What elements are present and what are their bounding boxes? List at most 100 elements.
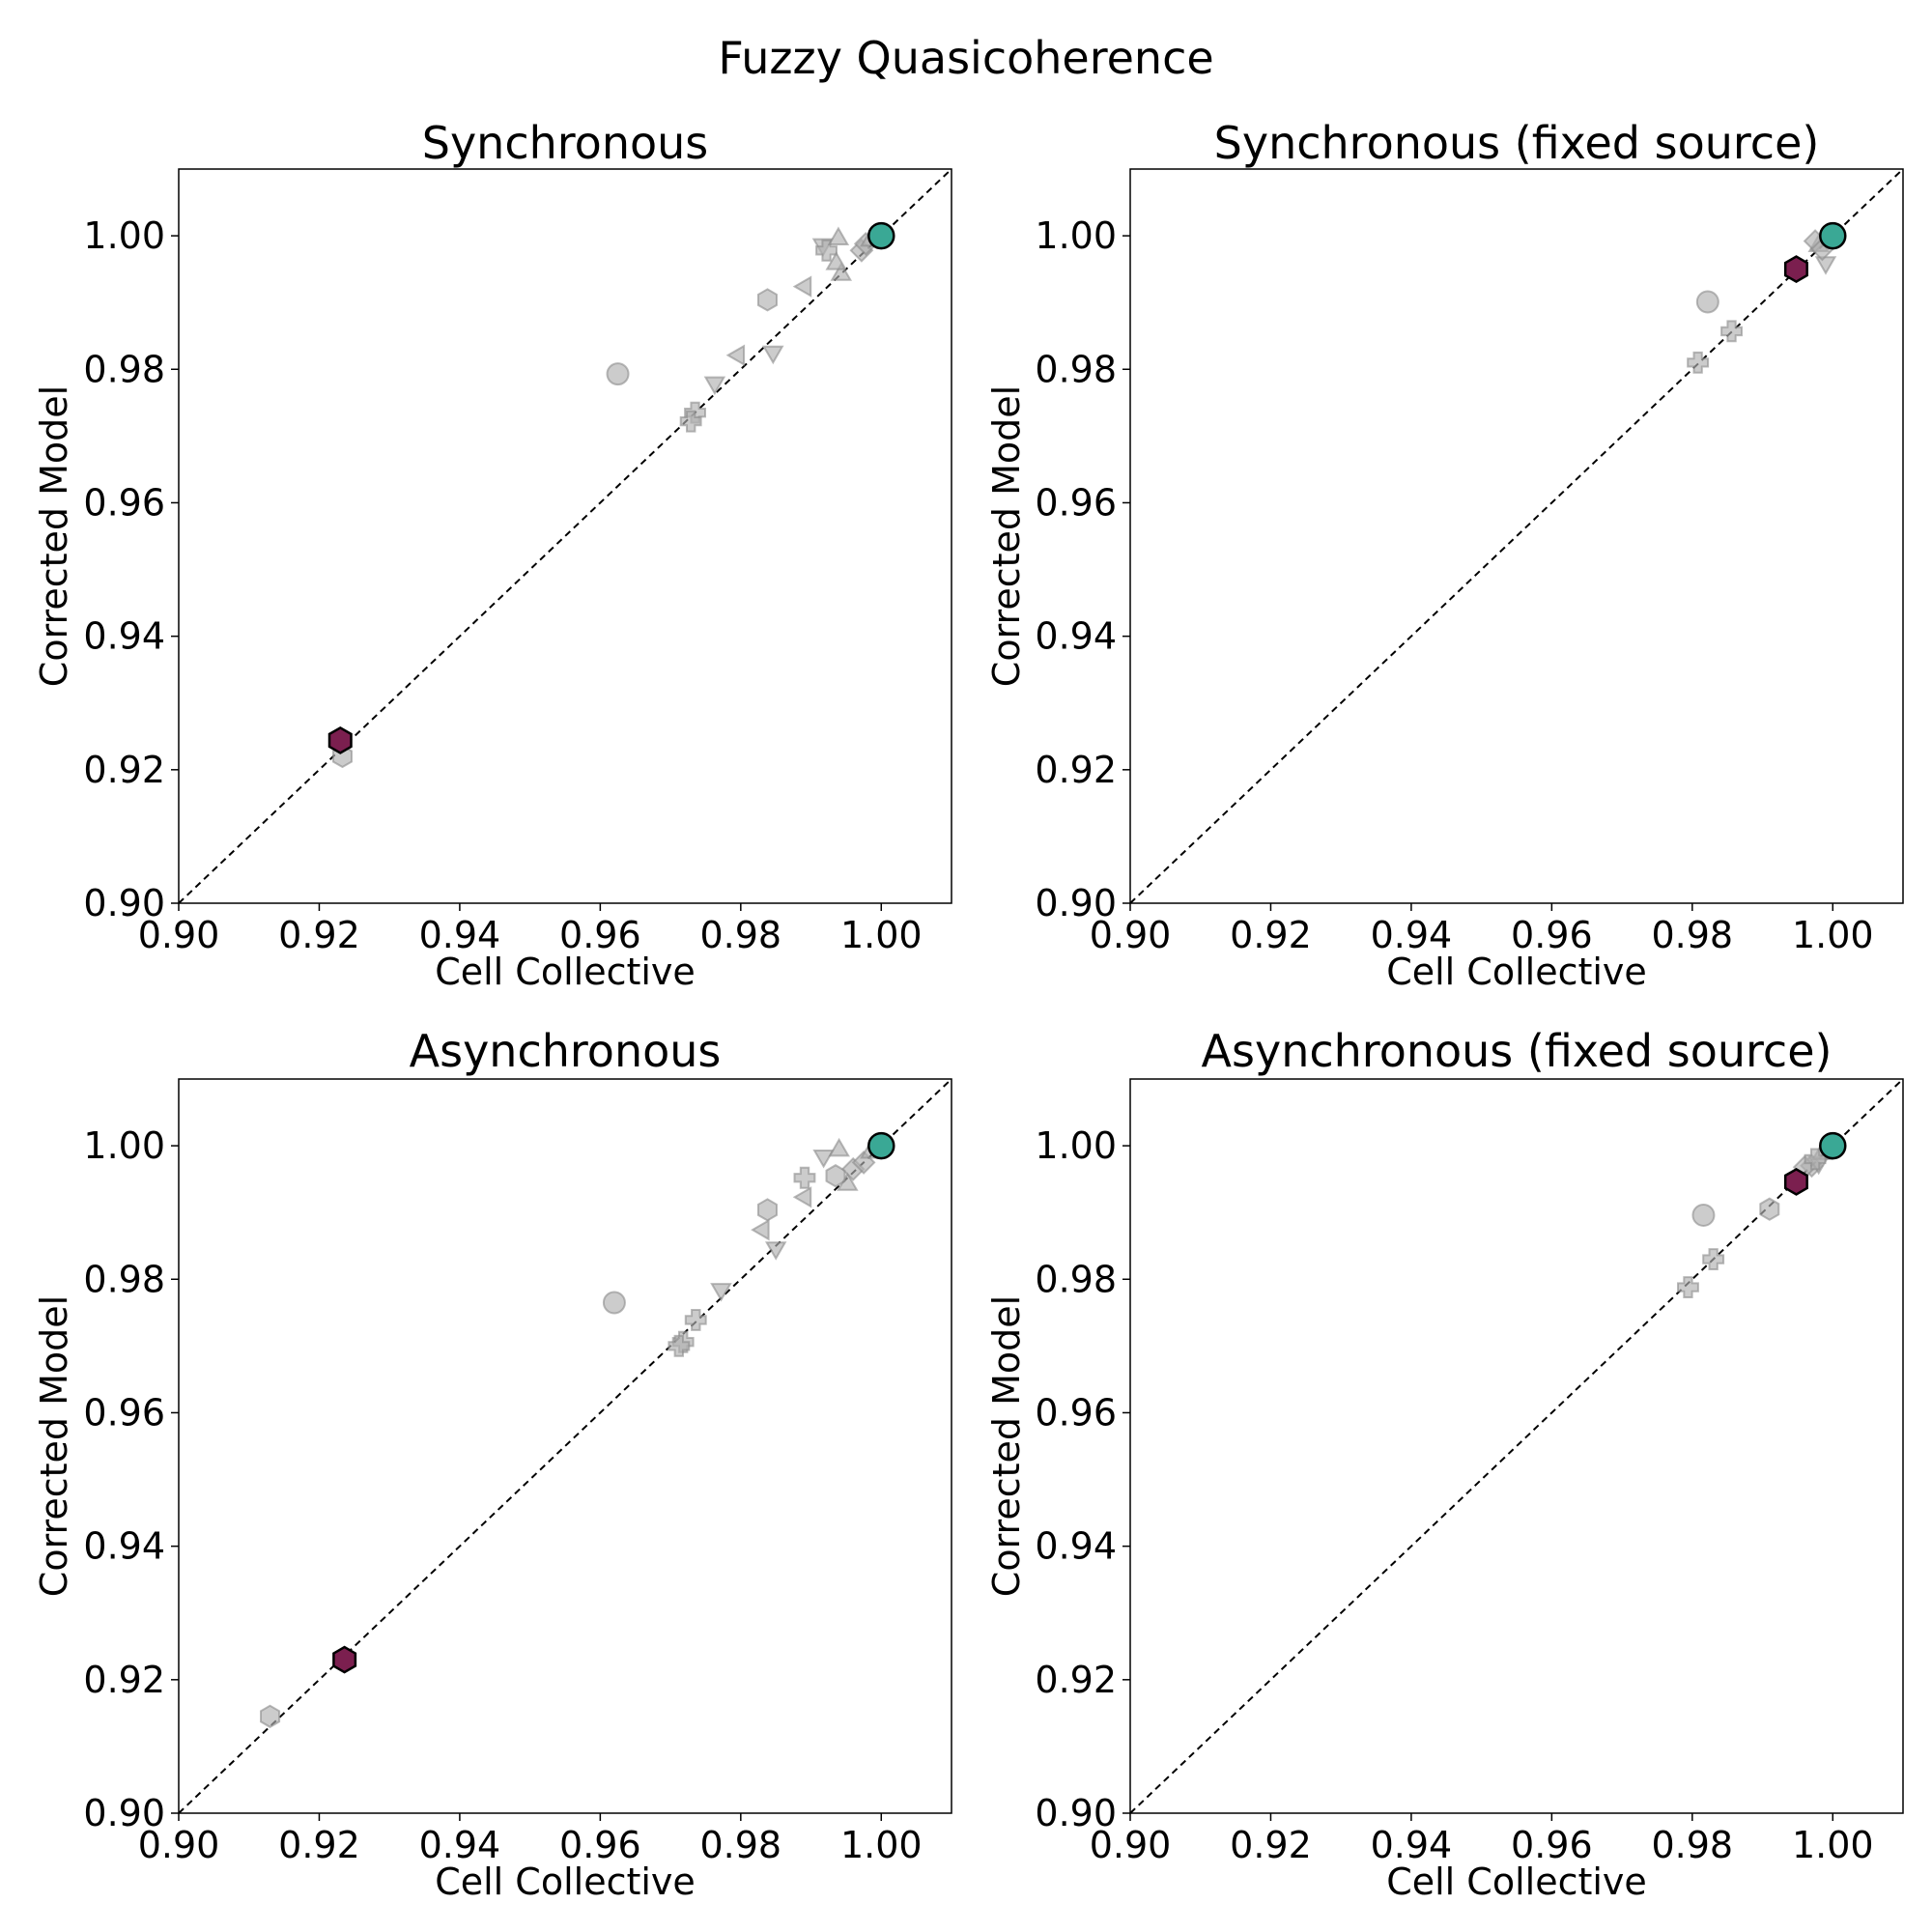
y-tick-label: 1.00 bbox=[1035, 214, 1117, 257]
x-tick-label: 1.00 bbox=[840, 1824, 923, 1866]
y-axis-label-synchronous-fixed: Corrected Model bbox=[985, 384, 1028, 688]
y-tick-label: 0.94 bbox=[83, 615, 165, 658]
scatter-point bbox=[679, 410, 702, 433]
scatter-point bbox=[793, 1166, 816, 1189]
x-tick-label: 0.92 bbox=[278, 1824, 360, 1866]
y-tick-label: 0.94 bbox=[1035, 1525, 1117, 1568]
y-tick-label: 0.96 bbox=[83, 1391, 165, 1434]
y-tick-label: 0.94 bbox=[83, 1525, 165, 1568]
scatter-markers bbox=[1677, 1131, 1847, 1298]
y-tick-label: 0.96 bbox=[1035, 481, 1117, 524]
scatter-point bbox=[1759, 1197, 1780, 1221]
x-tick-label: 0.98 bbox=[1652, 1824, 1734, 1866]
x-tick-label: 0.92 bbox=[278, 914, 360, 956]
scatter-point bbox=[751, 1218, 770, 1241]
plot-area-asynchronous: 0.900.90 0.92 0.92 0.94 0.94 0.96 0.96 0.98 0.98… bbox=[83, 1078, 952, 1866]
y-tick-label: 0.98 bbox=[1035, 1258, 1117, 1300]
highlight-point-teal bbox=[867, 221, 895, 250]
y-tick-label: 0.98 bbox=[1035, 348, 1117, 390]
y-tick-label: 0.90 bbox=[83, 882, 165, 924]
identity-line bbox=[179, 169, 952, 903]
x-tick-label: 0.90 bbox=[138, 914, 220, 956]
x-tick-label: 0.92 bbox=[1230, 1824, 1312, 1866]
scatter-point bbox=[761, 345, 784, 365]
scatter-markers bbox=[327, 221, 895, 769]
y-tick-label: 0.92 bbox=[1035, 1659, 1117, 1701]
y-tick-label: 0.98 bbox=[83, 348, 165, 390]
identity-line bbox=[1130, 169, 1903, 903]
x-axis-label-asynchronous: Cell Collective bbox=[435, 1861, 696, 1903]
highlight-point-maroon bbox=[327, 725, 353, 754]
y-tick-label: 0.90 bbox=[1035, 882, 1117, 924]
scatter-point bbox=[260, 1704, 281, 1728]
scatter-point bbox=[1687, 351, 1710, 374]
scatter-point bbox=[1804, 1148, 1827, 1171]
y-tick-label: 0.94 bbox=[1035, 615, 1117, 658]
y-tick-label: 1.00 bbox=[83, 1124, 165, 1167]
panel-title-synchronous: Synchronous bbox=[421, 117, 709, 169]
scatter-point bbox=[1814, 256, 1837, 275]
plot-area-synchronous: 0.900.90 0.92 0.92 0.94 0.94 0.96 0.96 0.98 0.98… bbox=[83, 168, 952, 956]
identity-line bbox=[1130, 1079, 1903, 1813]
x-tick-label: 0.96 bbox=[559, 1824, 641, 1866]
y-axis-label-synchronous: Corrected Model bbox=[33, 384, 75, 688]
axes-frame bbox=[1129, 168, 1904, 904]
plot-area-synchronous-fixed: 0.900.90 0.92 0.92 0.94 0.94 0.96 0.96 0.98 0.98… bbox=[1035, 168, 1904, 956]
figure-suptitle: Fuzzy Quasicoherence bbox=[718, 32, 1214, 84]
scatter-point bbox=[703, 376, 726, 396]
x-tick-label: 0.96 bbox=[559, 914, 641, 956]
y-tick-label: 0.96 bbox=[1035, 1391, 1117, 1434]
x-tick-label: 1.00 bbox=[1792, 1824, 1874, 1866]
scatter-point bbox=[684, 1309, 707, 1331]
scatter-point bbox=[606, 362, 630, 386]
x-tick-label: 0.96 bbox=[1511, 1824, 1593, 1866]
x-tick-label: 0.94 bbox=[419, 1824, 501, 1866]
x-tick-label: 0.98 bbox=[1652, 914, 1734, 956]
scatter-point bbox=[756, 1198, 778, 1222]
y-tick-label: 1.00 bbox=[1035, 1124, 1117, 1167]
scatter-point bbox=[825, 251, 848, 270]
x-tick-label: 0.90 bbox=[1090, 914, 1172, 956]
y-tick-label: 0.92 bbox=[1035, 749, 1117, 791]
x-tick-label: 0.96 bbox=[1511, 914, 1593, 956]
y-tick-label: 0.90 bbox=[1035, 1792, 1117, 1834]
axes-frame bbox=[178, 168, 952, 904]
highlight-point-maroon bbox=[1783, 255, 1808, 284]
scatter-point bbox=[815, 239, 838, 262]
scatter-point bbox=[764, 1241, 787, 1261]
scatter-point bbox=[1677, 1276, 1699, 1298]
identity-line bbox=[179, 1079, 952, 1813]
x-tick-label: 0.98 bbox=[700, 914, 782, 956]
highlight-point-teal bbox=[1819, 221, 1847, 250]
x-tick-label: 0.90 bbox=[1090, 1824, 1172, 1866]
y-tick-label: 0.98 bbox=[83, 1258, 165, 1300]
axes-frame bbox=[1129, 1078, 1904, 1814]
scatter-point bbox=[827, 226, 850, 245]
scatter-point bbox=[828, 1137, 850, 1157]
plot-area-asynchronous-fixed: 0.900.90 0.92 0.92 0.94 0.94 0.96 0.96 0.98 0.98… bbox=[1035, 1078, 1904, 1866]
axes-frame bbox=[178, 1078, 952, 1814]
scatter-point bbox=[756, 288, 778, 312]
scatter-markers bbox=[260, 1131, 895, 1728]
highlight-point-teal bbox=[1819, 1131, 1847, 1160]
x-axis-label-asynchronous-fixed: Cell Collective bbox=[1386, 1861, 1647, 1903]
x-tick-label: 0.92 bbox=[1230, 914, 1312, 956]
x-tick-label: 0.94 bbox=[1371, 914, 1453, 956]
scatter-point bbox=[1720, 320, 1743, 343]
x-tick-label: 0.94 bbox=[419, 914, 501, 956]
panel-title-asynchronous-fixed: Asynchronous (fixed source) bbox=[1201, 1025, 1833, 1077]
highlight-point-maroon bbox=[332, 1645, 357, 1674]
y-tick-label: 1.00 bbox=[83, 214, 165, 257]
highlight-point-maroon bbox=[1783, 1167, 1808, 1196]
highlight-point-teal bbox=[867, 1131, 895, 1160]
scatter-point bbox=[1691, 1203, 1716, 1227]
scatter-point bbox=[725, 344, 746, 367]
scatter-point bbox=[602, 1291, 626, 1315]
x-tick-label: 0.90 bbox=[138, 1824, 220, 1866]
scatter-markers bbox=[1687, 221, 1847, 374]
x-tick-label: 0.94 bbox=[1371, 1824, 1453, 1866]
scatter-point bbox=[1702, 1248, 1725, 1270]
x-tick-label: 1.00 bbox=[1792, 914, 1874, 956]
scatter-point bbox=[668, 1334, 691, 1357]
